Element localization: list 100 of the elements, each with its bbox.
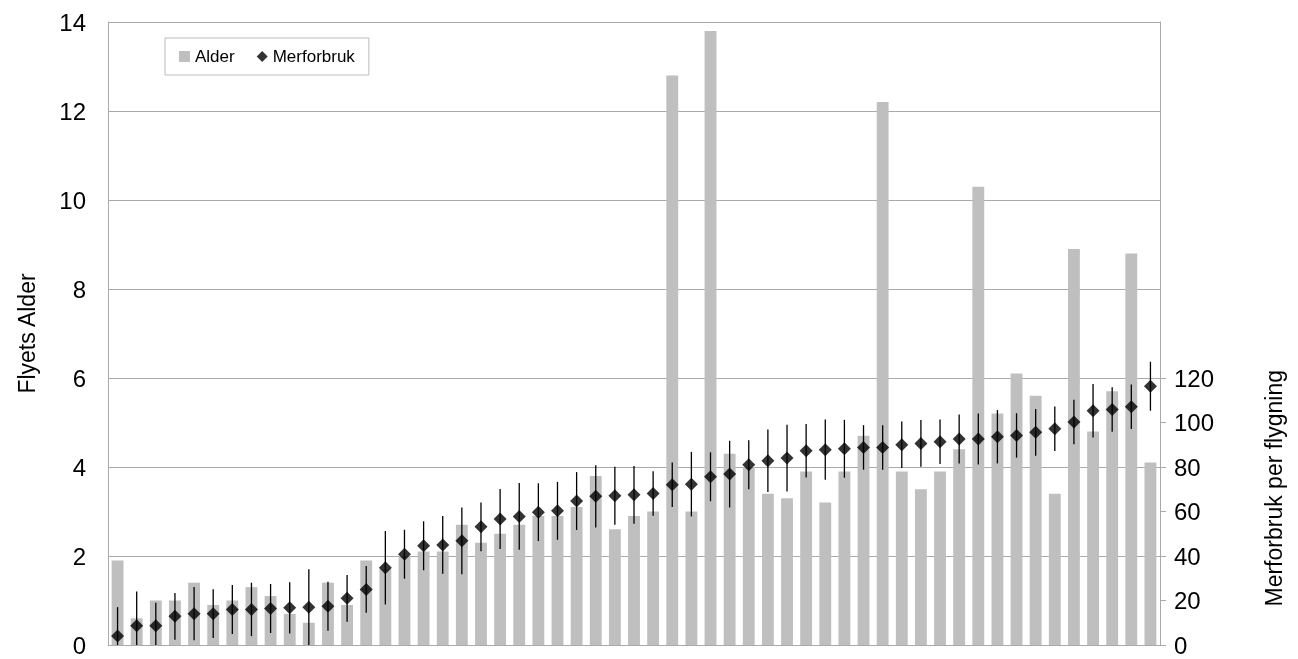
point: [550, 504, 564, 518]
bar: [838, 471, 851, 645]
point: [665, 478, 679, 492]
y-tick-label: 8: [72, 275, 86, 303]
point: [818, 443, 832, 457]
point: [417, 539, 431, 553]
y2-tick-label: 60: [1174, 498, 1201, 525]
point: [895, 438, 909, 452]
bar: [876, 102, 889, 645]
bar: [991, 413, 1004, 645]
point: [111, 629, 125, 643]
point: [474, 520, 488, 534]
point: [589, 489, 603, 503]
bar: [1048, 493, 1061, 645]
bar: [972, 186, 985, 645]
y-tick-label: 0: [72, 631, 86, 659]
point: [512, 509, 526, 523]
bar: [1144, 462, 1157, 645]
y-axis-title: Flyets Alder: [13, 273, 40, 394]
bar: [475, 542, 487, 645]
point: [225, 602, 239, 616]
y-tick-label: 14: [59, 8, 86, 36]
point: [1105, 403, 1119, 417]
y-tick-label: 2: [72, 542, 86, 570]
y2-axis-title: Merforbruk per flygning: [1260, 369, 1287, 607]
point: [684, 477, 698, 491]
point: [531, 505, 545, 519]
bar: [704, 30, 717, 645]
bar: [934, 471, 946, 645]
bar: [1087, 431, 1099, 645]
bar: [1106, 391, 1119, 645]
point: [1067, 415, 1081, 429]
point: [187, 607, 201, 621]
point: [244, 602, 258, 616]
point: [761, 454, 775, 468]
point: [130, 619, 144, 633]
bar: [283, 613, 296, 645]
point: [1086, 404, 1100, 418]
y-tick-label: 6: [72, 364, 86, 392]
point: [742, 458, 756, 472]
point: [149, 619, 163, 633]
y2-tick-label: 20: [1174, 587, 1201, 614]
y2-tick-label: 0: [1174, 631, 1188, 659]
point: [436, 538, 450, 552]
bar: [341, 604, 354, 645]
point: [876, 440, 890, 454]
point: [283, 601, 297, 615]
y2-tick-label: 120: [1174, 364, 1215, 392]
y-tick-label: 12: [59, 97, 86, 125]
y2-tick-label: 40: [1174, 542, 1201, 570]
bar: [628, 515, 640, 645]
point: [971, 432, 985, 446]
bar: [761, 493, 774, 645]
point: [837, 442, 851, 456]
point: [206, 607, 220, 621]
bar: [1125, 253, 1138, 645]
y-tick-label: 4: [72, 453, 86, 481]
bar: [532, 515, 545, 645]
y2-tick-label: 100: [1174, 409, 1215, 436]
point: [704, 470, 718, 484]
bar: [781, 498, 793, 645]
bar: [1010, 373, 1023, 645]
point: [952, 432, 966, 446]
point: [493, 512, 507, 526]
bar: [723, 453, 736, 645]
point: [455, 534, 469, 548]
point: [340, 591, 354, 605]
point: [799, 444, 813, 458]
bar: [800, 471, 813, 645]
point: [302, 600, 316, 614]
bar: [647, 511, 660, 645]
legend-label: Alder: [195, 47, 236, 66]
point: [1029, 425, 1043, 439]
bar: [895, 471, 908, 645]
bar: [666, 75, 679, 645]
bar: [819, 502, 832, 645]
bar: [589, 475, 602, 645]
bar: [570, 507, 583, 645]
bar: [494, 533, 507, 645]
bar: [436, 551, 449, 645]
point: [627, 488, 641, 502]
point: [321, 599, 335, 613]
point: [1124, 400, 1138, 414]
point: [570, 494, 584, 508]
point: [1143, 379, 1157, 393]
bar: [379, 569, 392, 645]
legend-label: Merforbruk: [272, 47, 356, 66]
point: [397, 547, 411, 561]
point: [168, 609, 182, 623]
point: [646, 486, 660, 500]
point: [914, 436, 928, 450]
point: [857, 440, 871, 454]
bar: [685, 511, 698, 645]
bar: [953, 449, 966, 645]
bar: [551, 515, 564, 645]
point: [378, 561, 392, 575]
point: [264, 602, 278, 616]
bar: [742, 467, 755, 645]
point: [933, 435, 947, 449]
bar: [417, 551, 430, 645]
